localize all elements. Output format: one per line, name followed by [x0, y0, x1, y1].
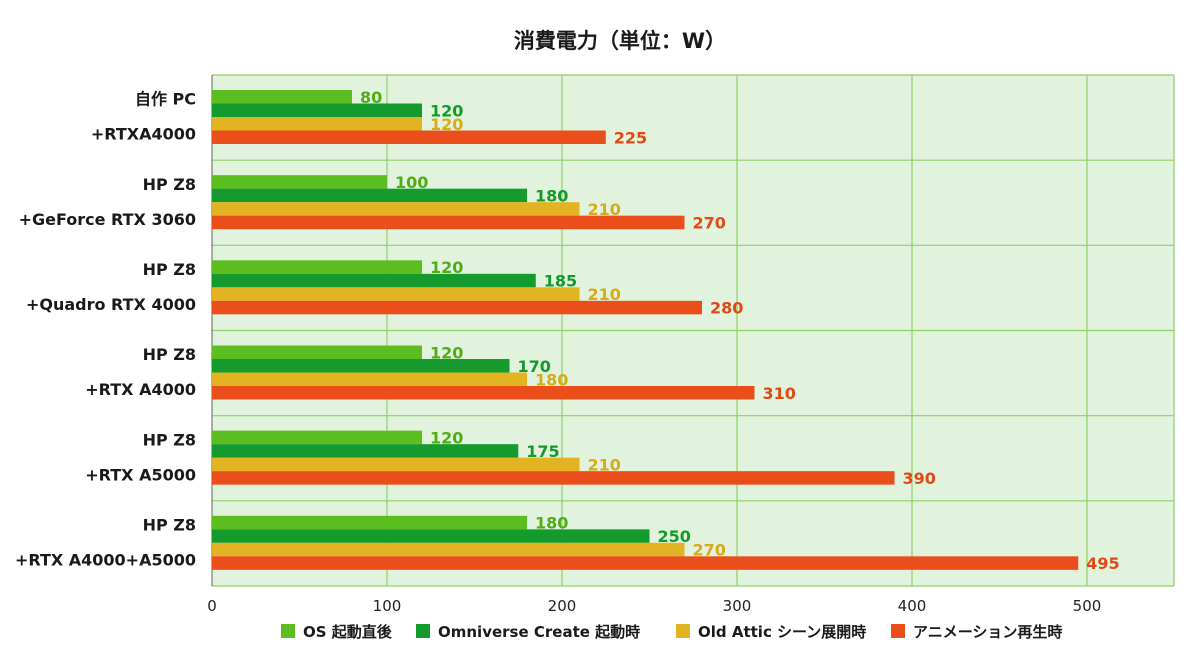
data-label: 280: [710, 299, 743, 318]
category-label: +RTX A5000: [85, 465, 196, 484]
bar: [212, 386, 755, 400]
data-label: 270: [693, 541, 726, 560]
legend-swatch: [416, 624, 430, 638]
legend-swatch: [281, 624, 295, 638]
data-label: 390: [903, 469, 936, 488]
category-label: HP Z8: [143, 345, 196, 364]
legend-swatch: [891, 624, 905, 638]
category-label: HP Z8: [143, 260, 196, 279]
bar: [212, 542, 685, 557]
category-label: +RTXA4000: [91, 125, 196, 144]
bar: [212, 345, 422, 359]
data-label: 210: [588, 200, 621, 219]
bar: [212, 188, 527, 203]
category-label: +Quadro RTX 4000: [26, 295, 196, 314]
data-label: 210: [588, 455, 621, 474]
data-label: 100: [395, 173, 428, 192]
bar: [212, 372, 527, 386]
data-label: 120: [430, 343, 463, 362]
legend-swatch: [676, 624, 690, 638]
data-label: 170: [518, 357, 551, 376]
x-tick-label: 100: [373, 597, 402, 615]
data-label: 180: [535, 370, 568, 389]
data-label: 180: [535, 514, 568, 533]
data-label: 270: [693, 213, 726, 232]
x-tick-label: 300: [723, 597, 752, 615]
x-tick-label: 0: [207, 597, 217, 615]
bar: [212, 529, 650, 543]
x-tick-label: 400: [898, 597, 927, 615]
bar: [212, 471, 895, 485]
data-label: 175: [526, 442, 559, 461]
data-label: 120: [430, 258, 463, 277]
x-tick-label: 500: [1073, 597, 1102, 615]
legend-label: OS 起動直後: [303, 623, 393, 641]
legend-label: アニメーション再生時: [913, 623, 1062, 641]
category-label: +RTX A4000: [85, 380, 196, 399]
category-label: +GeForce RTX 3060: [19, 210, 196, 229]
bar: [212, 287, 580, 301]
data-label: 80: [360, 88, 382, 107]
bar: [212, 175, 387, 189]
data-label: 120: [430, 428, 463, 447]
bar: [212, 103, 422, 117]
category-label: HP Z8: [143, 515, 196, 534]
bar: [212, 202, 580, 216]
bar: [212, 273, 536, 288]
bar: [212, 215, 685, 230]
data-label: 120: [430, 115, 463, 134]
legend-label: Omniverse Create 起動時: [438, 623, 640, 641]
bar: [212, 300, 702, 315]
data-label: 210: [588, 285, 621, 304]
data-label: 225: [614, 128, 647, 147]
data-label: 250: [658, 527, 691, 546]
bar: [212, 117, 422, 131]
bar: [212, 260, 422, 274]
data-label: 310: [763, 384, 796, 403]
bar: [212, 556, 1079, 570]
bar: [212, 444, 519, 458]
bar: [212, 359, 510, 373]
category-label: HP Z8: [143, 175, 196, 194]
category-label: HP Z8: [143, 430, 196, 449]
bar: [212, 90, 352, 104]
category-label: 自作 PC: [135, 90, 196, 109]
bar: [212, 515, 527, 530]
bar: [212, 430, 422, 445]
bar: [212, 130, 606, 144]
x-tick-label: 200: [548, 597, 577, 615]
data-label: 180: [535, 186, 568, 205]
data-label: 185: [544, 272, 577, 291]
data-label: 120: [430, 101, 463, 120]
category-label: +RTX A4000+A5000: [15, 550, 196, 569]
chart-title: 消費電力（単位：W）: [514, 29, 726, 53]
data-label: 495: [1086, 554, 1119, 573]
legend-label: Old Attic シーン展開時: [698, 623, 866, 641]
bar: [212, 457, 580, 472]
